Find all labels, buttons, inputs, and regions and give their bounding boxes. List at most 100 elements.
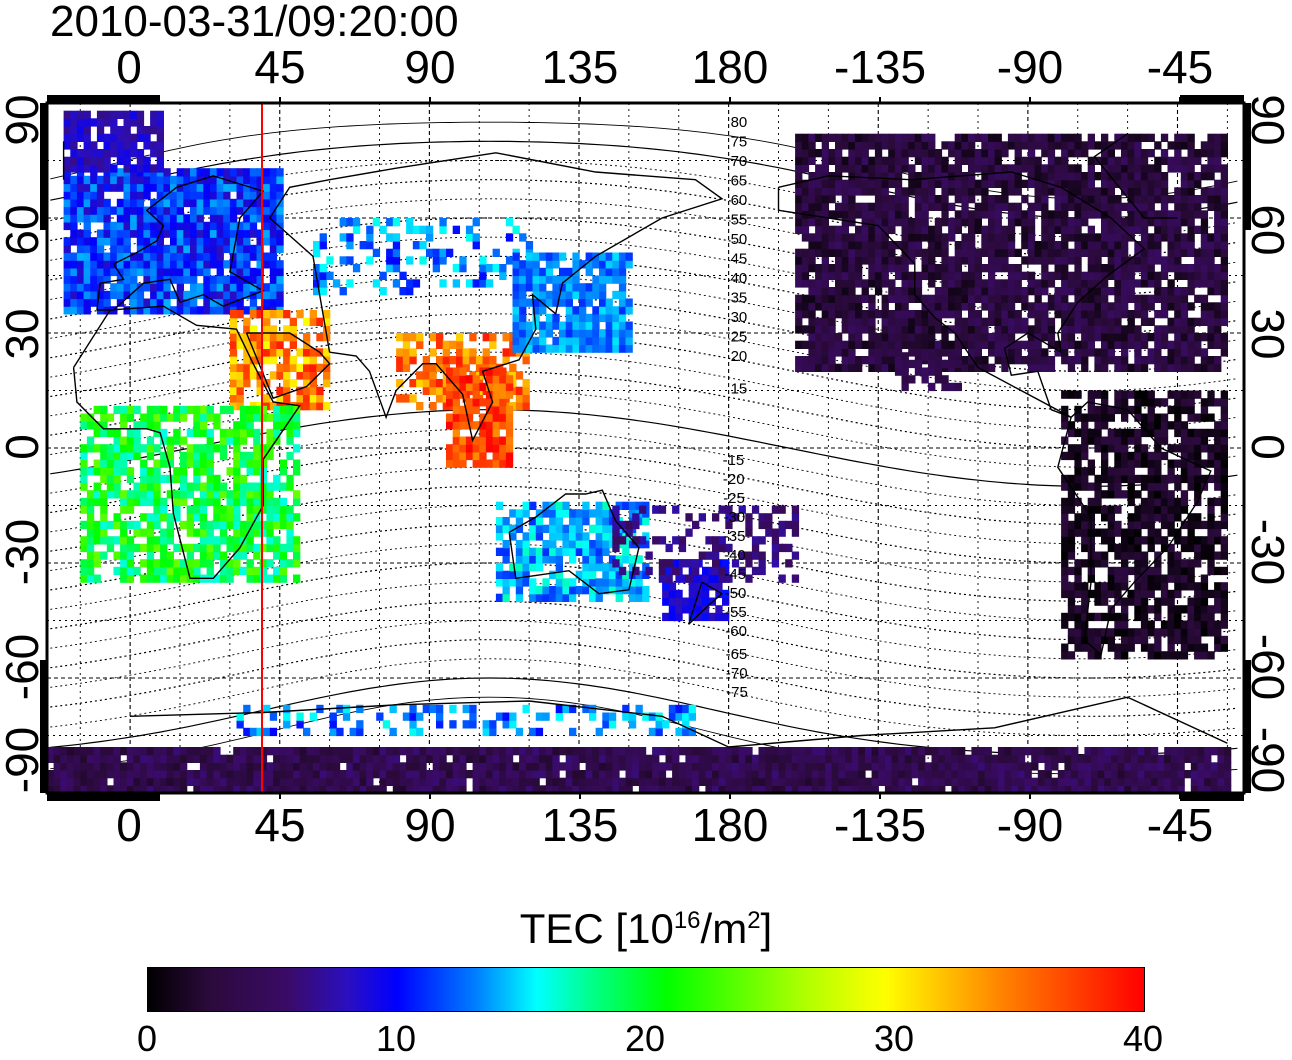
tec-cell — [506, 256, 513, 264]
tec-cell — [147, 452, 154, 460]
tec-cell — [1154, 644, 1161, 652]
tec-cell — [1008, 295, 1015, 303]
tec-cell — [270, 184, 277, 192]
tec-cell — [1048, 302, 1055, 310]
tec-cell — [955, 134, 962, 142]
tec-cell — [247, 467, 254, 475]
tec-cell — [875, 356, 882, 364]
tec-cell — [875, 233, 882, 241]
tec-cell — [1134, 348, 1141, 356]
tec-cell — [1081, 475, 1088, 483]
tec-cell — [1201, 414, 1208, 422]
tec-cell — [1068, 364, 1075, 372]
tec-cell — [935, 241, 942, 249]
tec-cell — [1081, 302, 1088, 310]
tec-cell — [1168, 226, 1175, 234]
tec-cell — [1021, 226, 1028, 234]
tec-cell — [1108, 628, 1115, 636]
tec-cell — [1161, 256, 1168, 264]
tec-cell — [107, 452, 114, 460]
tec-cell — [140, 529, 147, 537]
tec-cell — [266, 437, 273, 445]
tec-cell — [183, 253, 190, 261]
tec-cell — [133, 483, 140, 491]
tec-cell — [1055, 256, 1062, 264]
tec-cell — [1001, 141, 1008, 149]
tec-cell — [290, 379, 297, 387]
tec-cell — [516, 394, 523, 402]
tec-cell — [1161, 628, 1168, 636]
tec-cell — [842, 226, 849, 234]
tec-cell — [928, 195, 935, 203]
tec-cell — [808, 233, 815, 241]
tec-cell — [263, 184, 270, 192]
tec-cell — [140, 414, 147, 422]
tec-cell — [190, 214, 197, 222]
tec-cell — [1121, 249, 1128, 257]
tec-cell — [104, 222, 111, 230]
tec-cell — [902, 310, 909, 318]
tec-cell — [260, 770, 267, 778]
tec-cell — [153, 762, 160, 770]
tec-cell — [1101, 295, 1108, 303]
tec-cell — [197, 230, 204, 238]
tec-cell — [1035, 195, 1042, 203]
tec-cell — [1154, 613, 1161, 621]
tec-cell — [207, 452, 214, 460]
tec-cell — [596, 540, 603, 548]
tec-cell — [1101, 452, 1108, 460]
tec-cell — [1188, 226, 1195, 234]
tec-cell — [453, 429, 460, 437]
tec-cell — [1074, 575, 1081, 583]
tec-cell — [1134, 325, 1141, 333]
tec-cell — [74, 755, 81, 763]
tec-cell — [160, 778, 167, 786]
tec-cell — [606, 268, 613, 276]
tec-cell — [77, 111, 84, 119]
tec-cell — [160, 513, 167, 521]
tec-cell — [915, 187, 922, 195]
tec-cell — [133, 521, 140, 529]
tec-cell — [84, 126, 91, 134]
tec-cell — [1081, 437, 1088, 445]
tec-cell — [549, 586, 556, 594]
tec-cell — [213, 762, 220, 770]
tec-cell — [127, 406, 134, 414]
tec-cell — [922, 226, 929, 234]
tec-cell — [1074, 272, 1081, 280]
tec-cell — [153, 778, 160, 786]
tec-cell — [995, 341, 1002, 349]
tec-cell — [147, 406, 154, 414]
tec-cell — [247, 414, 254, 422]
tec-cell — [320, 264, 327, 272]
tec-cell — [1181, 195, 1188, 203]
tec-cell — [1201, 651, 1208, 659]
tec-cell — [1134, 406, 1141, 414]
tec-cell — [822, 287, 829, 295]
tec-cell — [90, 141, 97, 149]
tec-cell — [1181, 287, 1188, 295]
tec-cell — [1207, 621, 1214, 629]
tec-cell — [1194, 613, 1201, 621]
tec-cell — [1141, 180, 1148, 188]
tec-cell — [1148, 590, 1155, 598]
tec-cell — [1114, 157, 1121, 165]
tec-cell — [935, 218, 942, 226]
tec-cell — [895, 325, 902, 333]
tec-cell — [828, 134, 835, 142]
tec-cell — [922, 375, 929, 383]
tec-cell — [1201, 318, 1208, 326]
tec-cell — [888, 149, 895, 157]
tec-cell — [572, 322, 579, 330]
tec-cell — [968, 226, 975, 234]
tec-cell — [835, 180, 842, 188]
tec-cell — [1168, 241, 1175, 249]
tec-cell — [1008, 264, 1015, 272]
tec-cell — [366, 256, 373, 264]
tec-cell — [1101, 536, 1108, 544]
tec-cell — [1041, 249, 1048, 257]
tec-cell — [646, 552, 653, 560]
tec-cell — [1188, 406, 1195, 414]
tec-cell — [882, 310, 889, 318]
tec-cell — [130, 134, 137, 142]
